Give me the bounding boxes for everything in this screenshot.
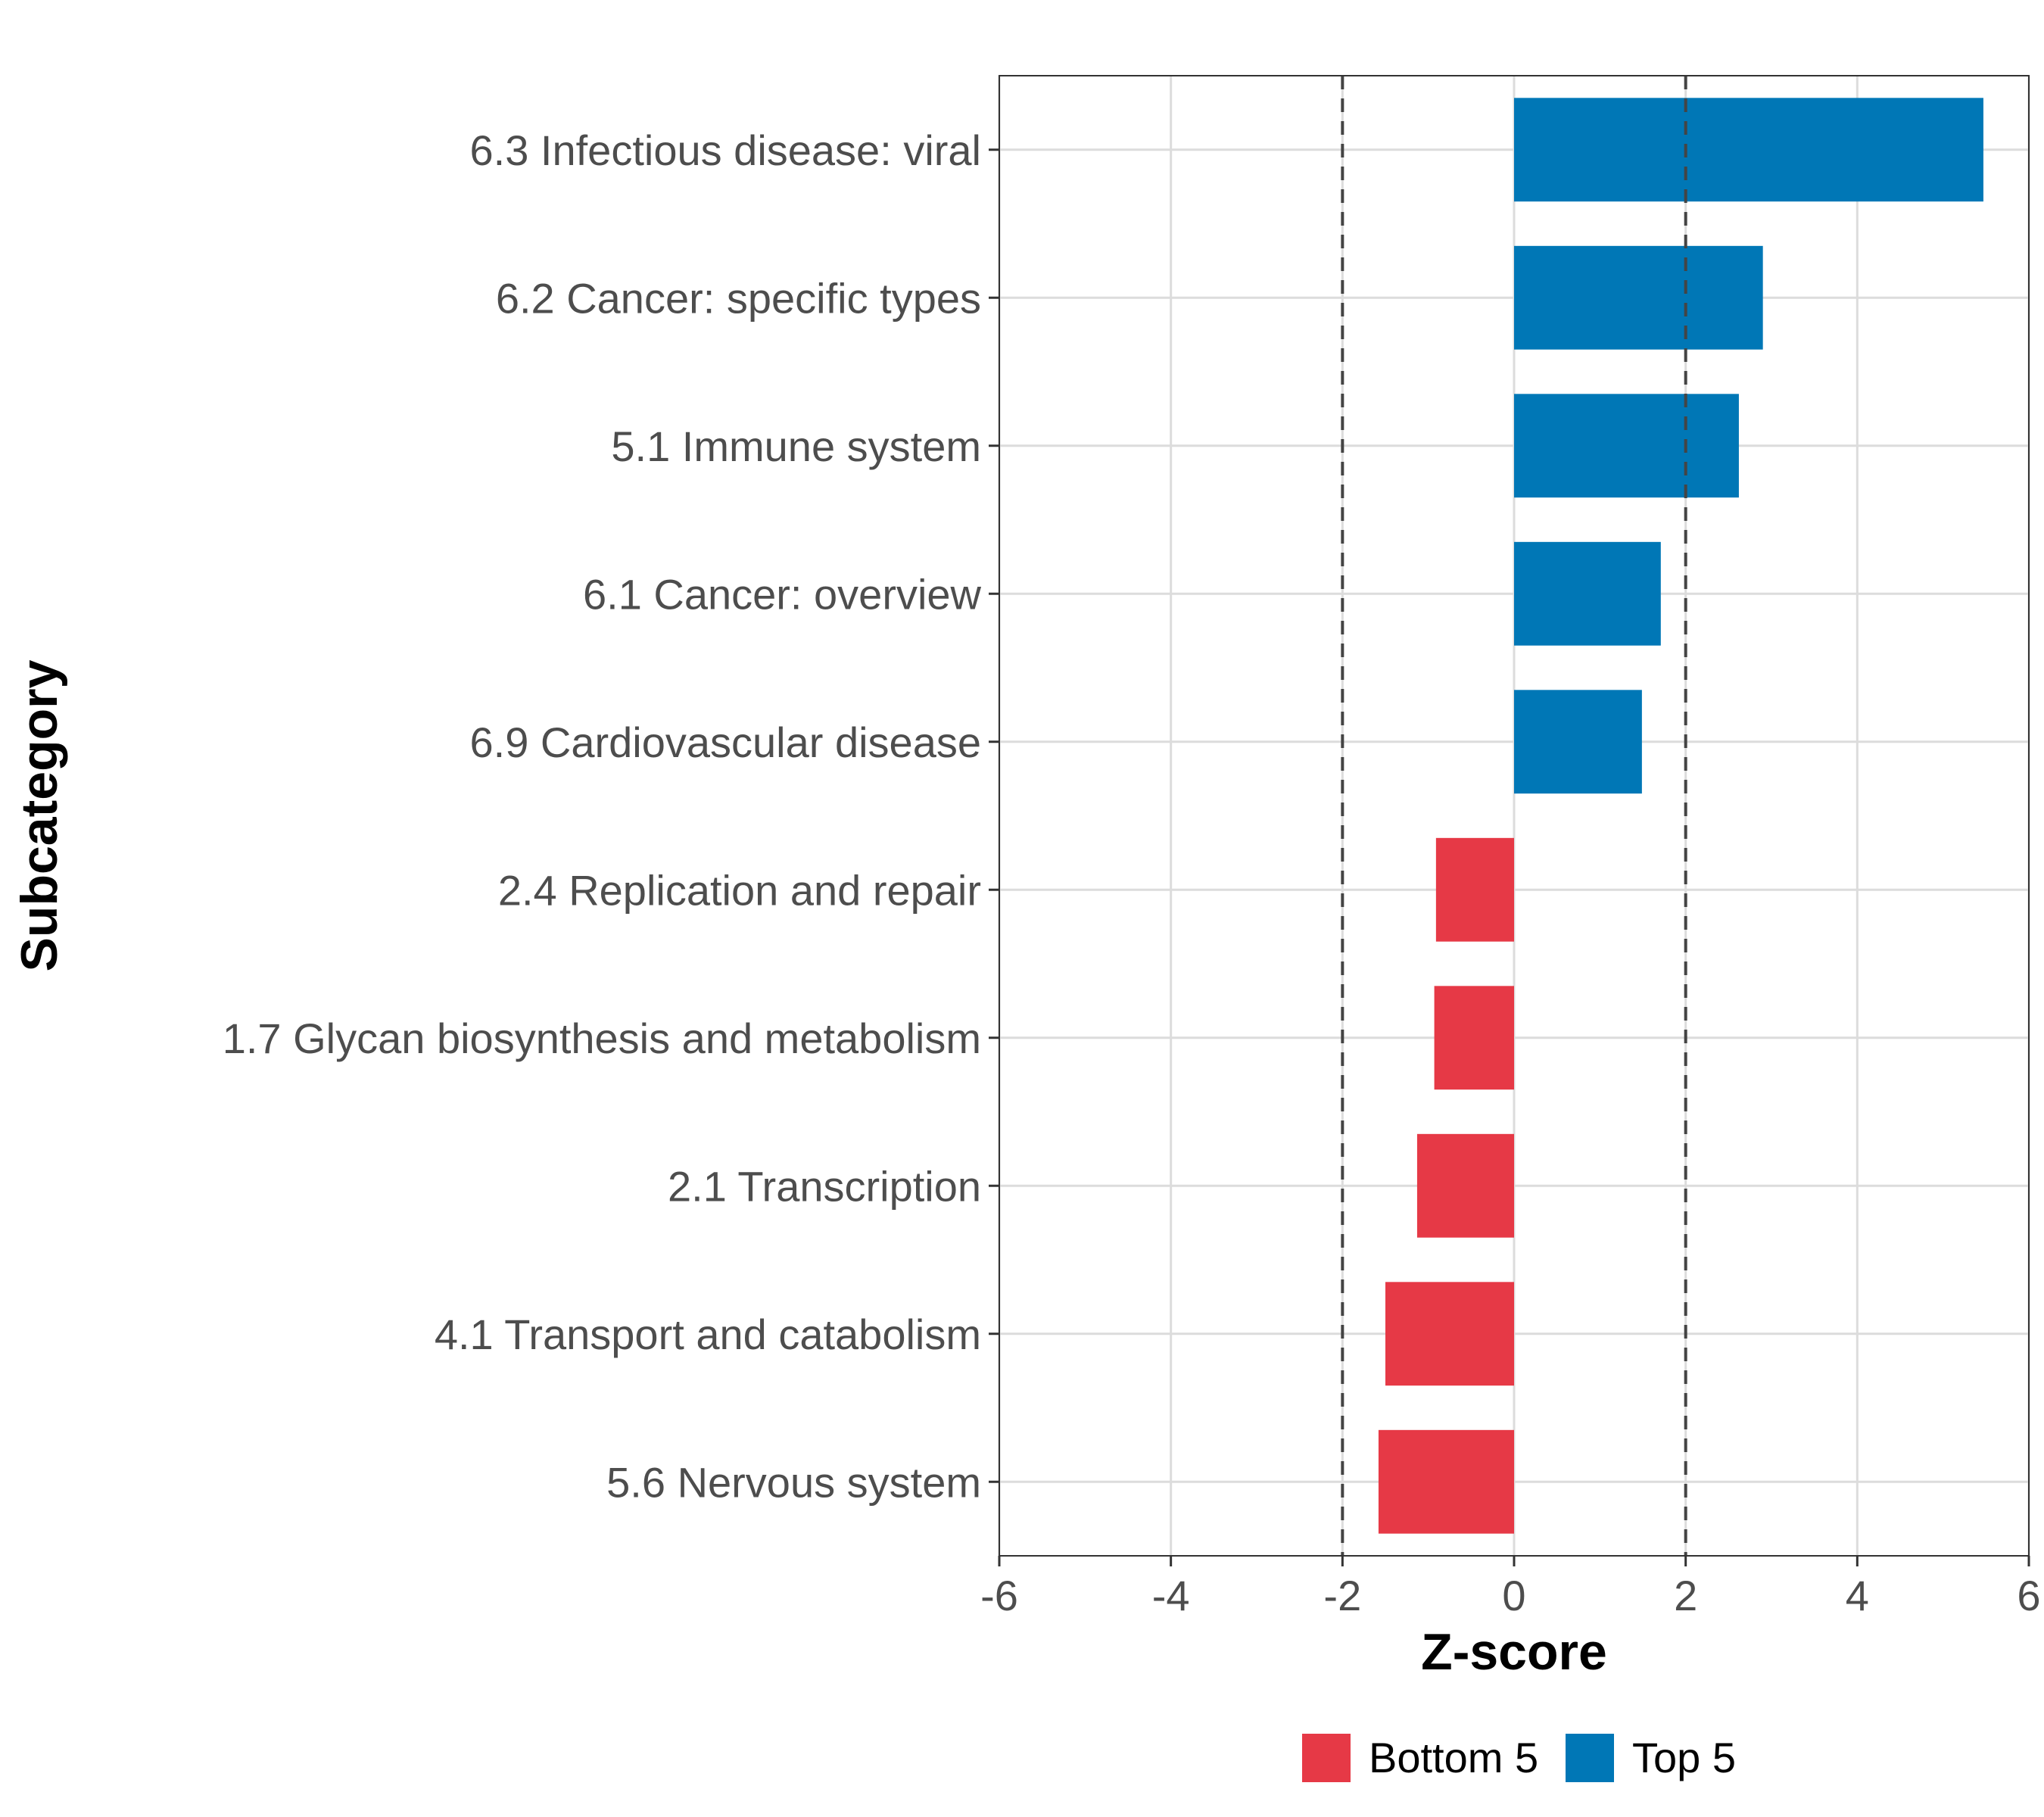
bar bbox=[1434, 986, 1514, 1090]
y-tick-label: 6.1 Cancer: overview bbox=[583, 570, 982, 618]
y-tick-label: 5.1 Immune system bbox=[611, 422, 981, 470]
bar bbox=[1514, 394, 1739, 498]
x-tick-label: -6 bbox=[980, 1572, 1018, 1619]
x-tick-label: 6 bbox=[2017, 1572, 2040, 1619]
x-tick-label: 0 bbox=[1502, 1572, 1525, 1619]
x-tick-label: -4 bbox=[1152, 1572, 1190, 1619]
bar bbox=[1514, 245, 1763, 350]
bar bbox=[1514, 541, 1661, 646]
legend-swatch-bottom-5 bbox=[1302, 1734, 1351, 1782]
legend-swatch-top-5 bbox=[1566, 1734, 1614, 1782]
y-tick-label: 6.2 Cancer: specific types bbox=[496, 274, 981, 322]
y-axis-title: Subcategory bbox=[11, 659, 68, 971]
legend: Bottom 5 Top 5 bbox=[1302, 1734, 1736, 1782]
y-tick-label: 1.7 Glycan biosynthesis and metabolism bbox=[223, 1014, 981, 1062]
bars bbox=[1378, 98, 1983, 1534]
legend-label-top-5: Top 5 bbox=[1632, 1734, 1736, 1781]
x-tick-label: 2 bbox=[1674, 1572, 1697, 1619]
y-tick-label: 2.1 Transcription bbox=[668, 1162, 981, 1210]
x-tick-label: 4 bbox=[1846, 1572, 1869, 1619]
x-axis: -6 -4 -2 0 2 4 6 bbox=[980, 1556, 2041, 1619]
y-tick-label: 2.4 Replication and repair bbox=[498, 866, 981, 914]
bar bbox=[1435, 837, 1514, 942]
bar bbox=[1416, 1133, 1514, 1238]
bar bbox=[1514, 690, 1642, 794]
legend-label-bottom-5: Bottom 5 bbox=[1369, 1734, 1538, 1781]
y-tick-label: 6.3 Infectious disease: viral bbox=[470, 126, 981, 174]
y-tick-label: 4.1 Transport and catabolism bbox=[435, 1311, 981, 1358]
x-tick-label: -2 bbox=[1323, 1572, 1361, 1619]
reference-lines bbox=[1341, 76, 1687, 1556]
bar bbox=[1378, 1429, 1514, 1534]
y-tick-label: 6.9 Cardiovascular disease bbox=[470, 718, 981, 766]
y-axis: 6.3 Infectious disease: viral 6.2 Cancer:… bbox=[223, 126, 999, 1506]
y-tick-label: 5.6 Nervous system bbox=[606, 1458, 981, 1506]
bar bbox=[1514, 98, 1983, 202]
bar bbox=[1385, 1282, 1514, 1386]
x-axis-title: Z-score bbox=[1421, 1623, 1607, 1681]
